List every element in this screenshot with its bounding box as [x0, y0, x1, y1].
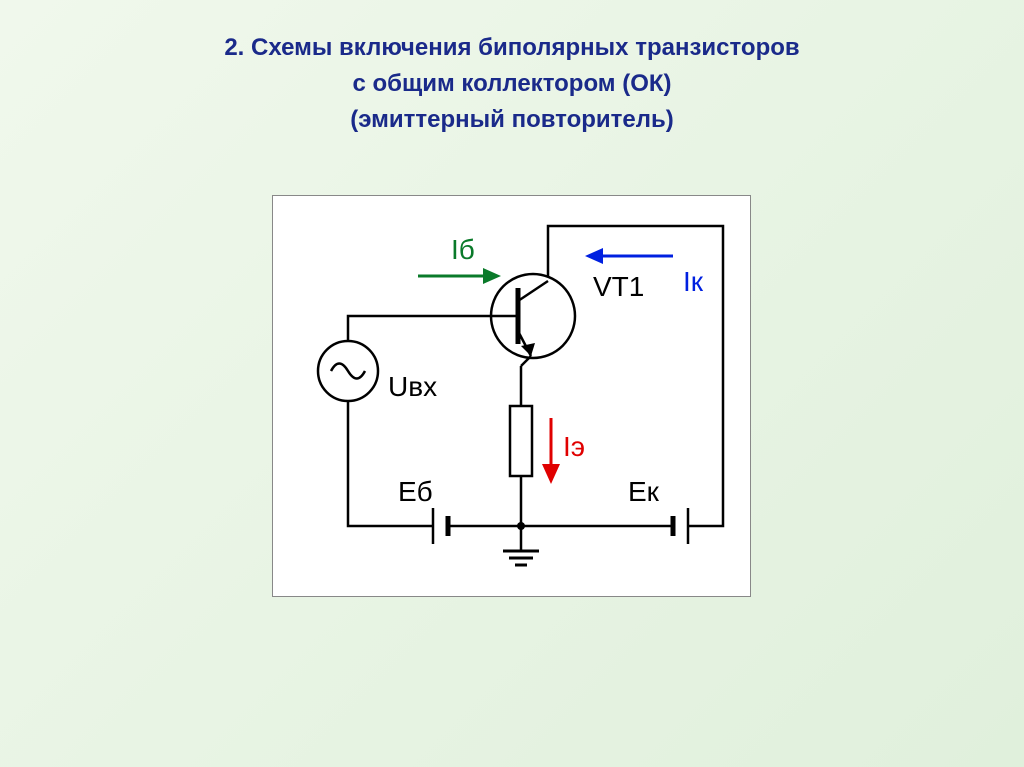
ib-label: Iб [451, 234, 475, 265]
title-line-2: с общим коллектором (ОК) [0, 66, 1024, 102]
eb-label: Еб [398, 476, 433, 507]
resistor [510, 406, 532, 476]
ie-label: Iэ [563, 431, 585, 462]
ib-arrow-icon [483, 268, 501, 284]
ek-label: Ек [628, 476, 660, 507]
wire-source-bottom [348, 401, 433, 526]
ik-arrow-icon [585, 248, 603, 264]
title-line-1: 2. Схемы включения биполярных транзистор… [0, 30, 1024, 66]
node-dot [517, 522, 525, 530]
wire-base [348, 316, 491, 341]
slide-title: 2. Схемы включения биполярных транзистор… [0, 0, 1024, 138]
ik-label: Iк [683, 266, 704, 297]
title-line-3: (эмиттерный повторитель) [0, 102, 1024, 138]
ie-arrow-icon [542, 464, 560, 484]
circuit-diagram: Iб Iк Iэ Uвх Еб Ек VT1 [272, 195, 751, 597]
circuit-svg: Iб Iк Iэ Uвх Еб Ек VT1 [273, 196, 752, 598]
vt1-label: VT1 [593, 271, 644, 302]
uvx-label: Uвх [388, 371, 437, 402]
